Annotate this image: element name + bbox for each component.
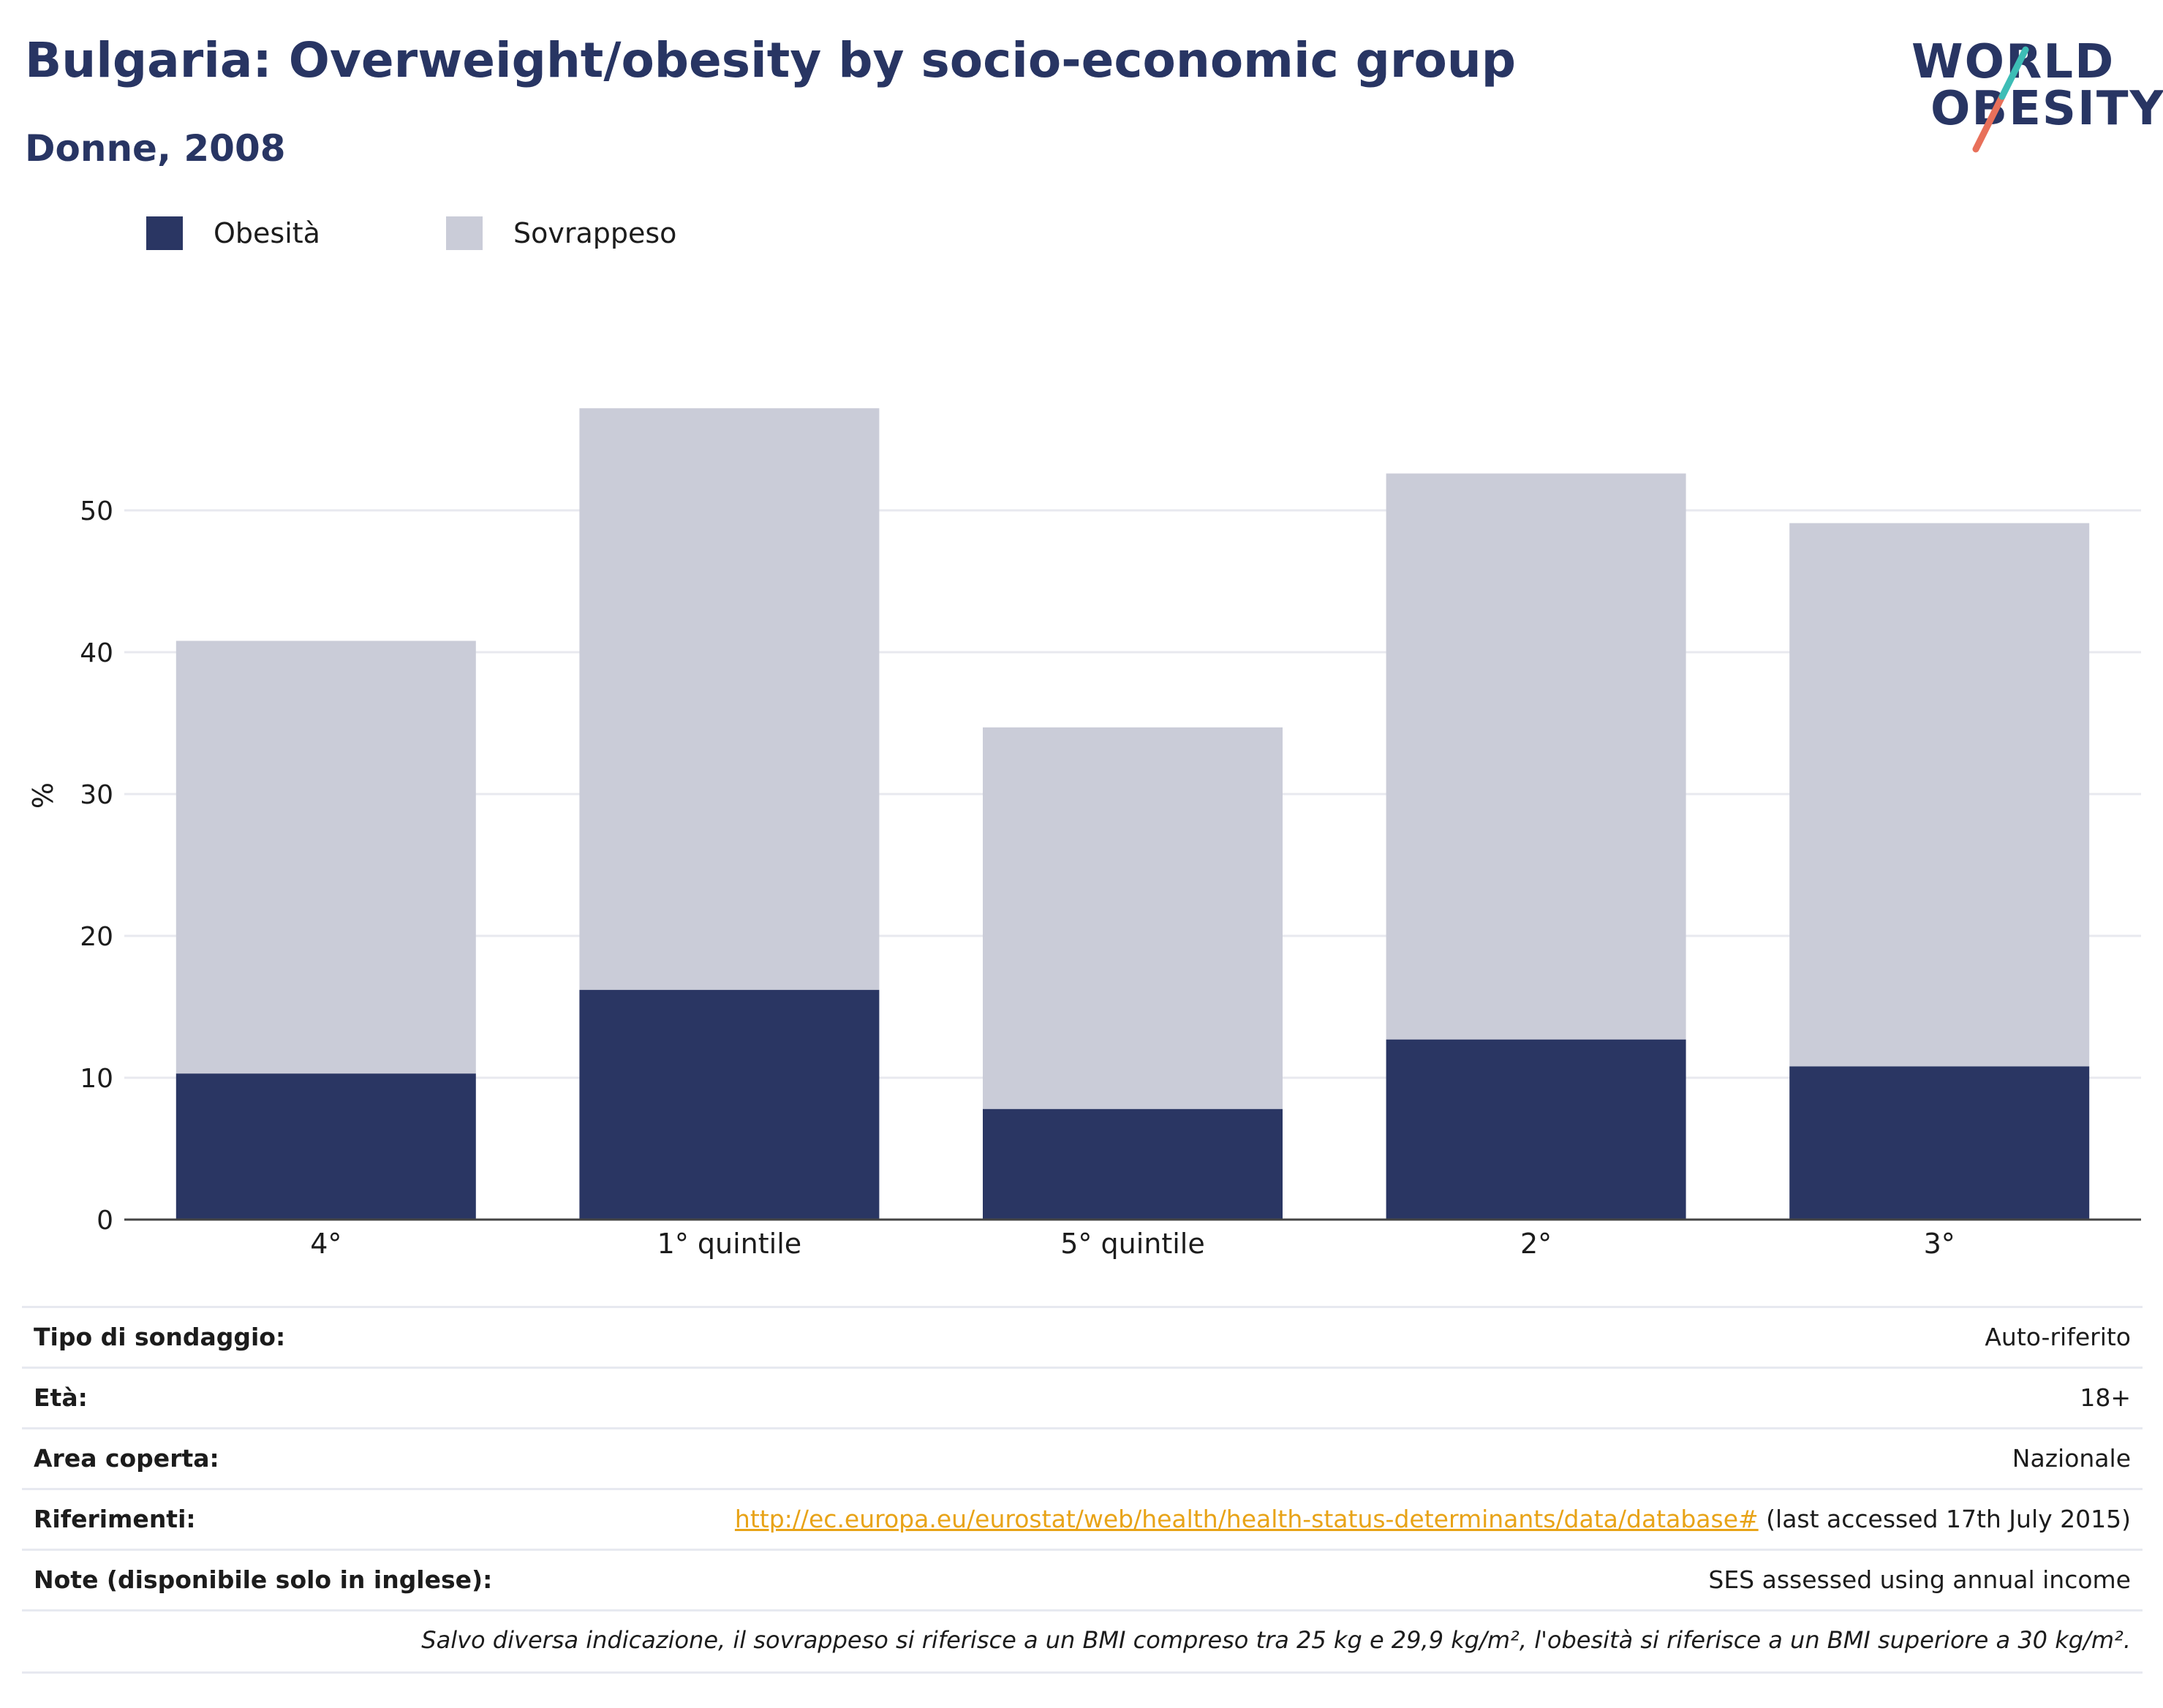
- reference-accessed: (last accessed 17th July 2015): [1758, 1505, 2131, 1533]
- x-tick-label: 5° quintile: [1060, 1228, 1205, 1260]
- logo-slash-icon: [1972, 46, 2029, 153]
- info-row-age: Età: 18+: [22, 1367, 2143, 1427]
- x-tick-label: 4°: [310, 1228, 341, 1260]
- info-key: Riferimenti:: [34, 1505, 196, 1533]
- info-value: 18+: [2080, 1383, 2131, 1412]
- info-value: Auto-riferito: [1985, 1323, 2131, 1351]
- info-value: Nazionale: [2012, 1444, 2131, 1473]
- x-tick-label: 1° quintile: [657, 1228, 802, 1260]
- x-tick-label: 3°: [1924, 1228, 1955, 1260]
- logo-line-2: OBESITY: [1930, 82, 2163, 136]
- legend-label-sovrappeso: Sovrappeso: [513, 217, 677, 249]
- info-key: Tipo di sondaggio:: [34, 1323, 286, 1351]
- legend-swatch-obesita: [146, 216, 183, 250]
- y-tick-label: 0: [97, 1206, 113, 1236]
- bar-obesita[interactable]: [175, 1073, 476, 1220]
- info-row-references: Riferimenti: http://ec.europa.eu/eurosta…: [22, 1488, 2143, 1549]
- info-table: Tipo di sondaggio: Auto-riferito Età: 18…: [22, 1306, 2143, 1674]
- bar-obesita[interactable]: [983, 1108, 1283, 1220]
- info-key: Area coperta:: [34, 1444, 219, 1473]
- legend-item-obesita[interactable]: Obesità: [146, 216, 320, 250]
- info-value: SES assessed using annual income: [1708, 1565, 2131, 1594]
- info-row-notes: Note (disponibile solo in inglese): SES …: [22, 1549, 2143, 1609]
- y-tick-label: 40: [80, 638, 113, 668]
- y-tick-label: 30: [80, 780, 113, 810]
- info-key: Note (disponibile solo in inglese):: [34, 1565, 493, 1594]
- x-tick-label: 2°: [1520, 1228, 1552, 1260]
- legend-label-obesita: Obesità: [214, 217, 320, 249]
- bar-obesita[interactable]: [1386, 1039, 1686, 1220]
- y-tick-label: 20: [80, 922, 113, 952]
- bar-chart: 0 10 20 30 40 50% 4° 1° quintile 5° quintile 2° 3°: [27, 408, 2141, 1260]
- bar-sovrappeso[interactable]: [579, 408, 880, 990]
- legend-item-sovrappeso[interactable]: Sovrappeso: [446, 216, 676, 250]
- bar-obesita[interactable]: [1789, 1066, 2090, 1220]
- bar-sovrappeso[interactable]: [983, 727, 1283, 1109]
- info-row-area: Area coperta: Nazionale: [22, 1427, 2143, 1488]
- y-tick-label: 50: [80, 496, 113, 526]
- reference-link[interactable]: http://ec.europa.eu/eurostat/web/health/…: [734, 1505, 1759, 1533]
- bar-sovrappeso[interactable]: [175, 640, 476, 1074]
- info-row-survey-type: Tipo di sondaggio: Auto-riferito: [22, 1306, 2143, 1367]
- y-axis-label: %: [27, 782, 59, 809]
- bar-sovrappeso[interactable]: [1386, 473, 1686, 1040]
- world-obesity-logo: WORLD OBESITY: [1901, 29, 2163, 161]
- bar-obesita[interactable]: [579, 989, 880, 1220]
- legend-swatch-sovrappeso: [446, 216, 483, 250]
- info-value: http://ec.europa.eu/eurostat/web/health/…: [735, 1505, 2131, 1533]
- bar-sovrappeso[interactable]: [1789, 523, 2090, 1067]
- footnote: Salvo diversa indicazione, il sovrappeso…: [421, 1626, 2131, 1654]
- chart-title: Bulgaria: Overweight/obesity by socio-ec…: [25, 32, 1517, 88]
- chart-subtitle: Donne, 2008: [25, 127, 286, 170]
- y-tick-label: 10: [80, 1064, 113, 1094]
- footnote-row: Salvo diversa indicazione, il sovrappeso…: [22, 1609, 2143, 1674]
- info-key: Età:: [34, 1383, 88, 1412]
